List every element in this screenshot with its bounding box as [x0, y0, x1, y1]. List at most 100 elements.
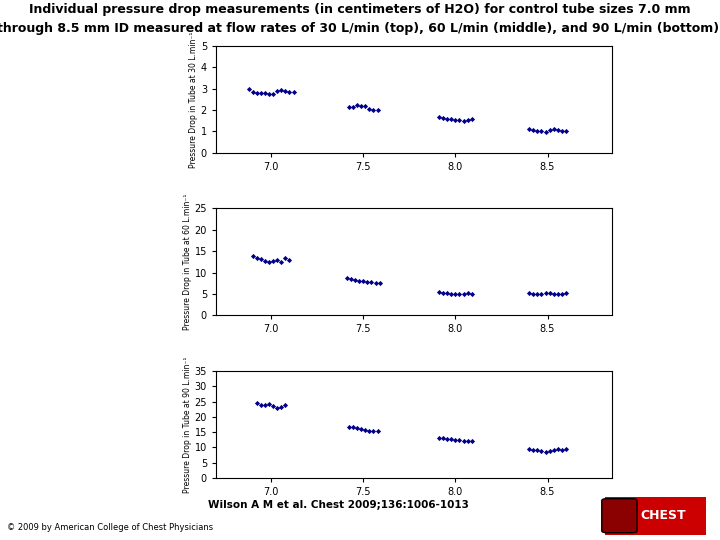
- Point: [544, 447, 555, 456]
- Point: [279, 86, 291, 95]
- Point: [540, 447, 552, 456]
- Point: [341, 273, 353, 282]
- Point: [251, 253, 263, 262]
- Point: [374, 279, 385, 288]
- Point: [268, 402, 279, 410]
- Point: [450, 116, 462, 124]
- Point: [544, 289, 555, 298]
- Point: [536, 447, 547, 455]
- Point: [441, 289, 453, 298]
- Point: [466, 115, 477, 124]
- Point: [560, 445, 572, 454]
- Point: [256, 89, 267, 97]
- Point: [364, 105, 375, 113]
- Text: © 2009 by American College of Chest Physicians: © 2009 by American College of Chest Phys…: [7, 523, 213, 532]
- Point: [346, 275, 357, 284]
- Point: [523, 125, 535, 133]
- FancyBboxPatch shape: [602, 499, 637, 532]
- Point: [276, 86, 287, 94]
- Point: [454, 436, 465, 444]
- Point: [548, 125, 559, 133]
- Point: [552, 126, 564, 134]
- Point: [251, 399, 263, 407]
- Point: [359, 102, 371, 111]
- Point: [446, 114, 457, 123]
- Point: [361, 277, 373, 286]
- Y-axis label: Pressure Drop in Tube at 90 L.min⁻¹: Pressure Drop in Tube at 90 L.min⁻¹: [183, 356, 192, 492]
- Text: Wilson A M et al. Chest 2009;136:1006-1013: Wilson A M et al. Chest 2009;136:1006-10…: [208, 500, 469, 510]
- Point: [438, 114, 449, 123]
- Point: [279, 254, 291, 263]
- Point: [536, 290, 547, 299]
- Point: [450, 435, 462, 444]
- Point: [556, 446, 567, 455]
- Point: [358, 277, 369, 286]
- Point: [544, 125, 555, 134]
- Point: [359, 426, 371, 434]
- Point: [271, 87, 283, 96]
- Point: [271, 403, 283, 412]
- Point: [243, 84, 255, 93]
- Point: [284, 87, 295, 96]
- Point: [368, 427, 379, 436]
- Point: [268, 90, 279, 99]
- Point: [466, 289, 477, 298]
- Point: [462, 289, 473, 298]
- Point: [433, 433, 445, 442]
- Point: [264, 90, 275, 98]
- Point: [528, 126, 539, 134]
- Point: [552, 445, 564, 454]
- Point: [462, 116, 473, 125]
- Point: [438, 434, 449, 442]
- Point: [366, 278, 377, 286]
- Y-axis label: Pressure Drop in Tube at 30 L.min⁻¹: Pressure Drop in Tube at 30 L.min⁻¹: [189, 31, 198, 167]
- Point: [370, 279, 382, 287]
- Point: [458, 437, 469, 445]
- Point: [348, 423, 359, 432]
- Y-axis label: Pressure Drop in Tube at 60 L.min⁻¹: Pressure Drop in Tube at 60 L.min⁻¹: [183, 194, 192, 330]
- Point: [454, 290, 465, 299]
- Point: [259, 89, 271, 98]
- Point: [364, 426, 375, 435]
- Text: through 8.5 mm ID measured at flow rates of 30 L/min (top), 60 L/min (middle), a: through 8.5 mm ID measured at flow rates…: [0, 22, 720, 35]
- Point: [466, 436, 477, 445]
- Point: [531, 127, 543, 136]
- Point: [528, 289, 539, 298]
- Point: [271, 255, 283, 264]
- Point: [356, 424, 367, 433]
- Point: [540, 127, 552, 136]
- Point: [354, 276, 365, 285]
- Point: [372, 426, 383, 435]
- Point: [356, 102, 367, 110]
- Point: [343, 422, 355, 431]
- Point: [462, 437, 473, 445]
- Point: [251, 88, 263, 97]
- Point: [276, 402, 287, 411]
- Point: [446, 289, 457, 298]
- Point: [531, 289, 543, 298]
- Point: [372, 106, 383, 114]
- Point: [351, 424, 363, 433]
- Point: [531, 446, 543, 455]
- Point: [433, 288, 445, 296]
- Point: [450, 289, 462, 298]
- Point: [351, 101, 363, 110]
- Point: [560, 127, 572, 136]
- Point: [560, 288, 572, 297]
- Point: [556, 126, 567, 135]
- Point: [552, 289, 564, 298]
- Point: [247, 87, 258, 96]
- Point: [556, 289, 567, 298]
- Point: [458, 117, 469, 125]
- Point: [528, 446, 539, 454]
- Point: [441, 435, 453, 443]
- Point: [288, 88, 300, 97]
- Point: [276, 258, 287, 267]
- Point: [264, 258, 275, 266]
- Point: [268, 256, 279, 265]
- Point: [441, 114, 453, 123]
- Point: [256, 254, 267, 263]
- Point: [438, 288, 449, 297]
- Point: [259, 256, 271, 265]
- Point: [259, 401, 271, 409]
